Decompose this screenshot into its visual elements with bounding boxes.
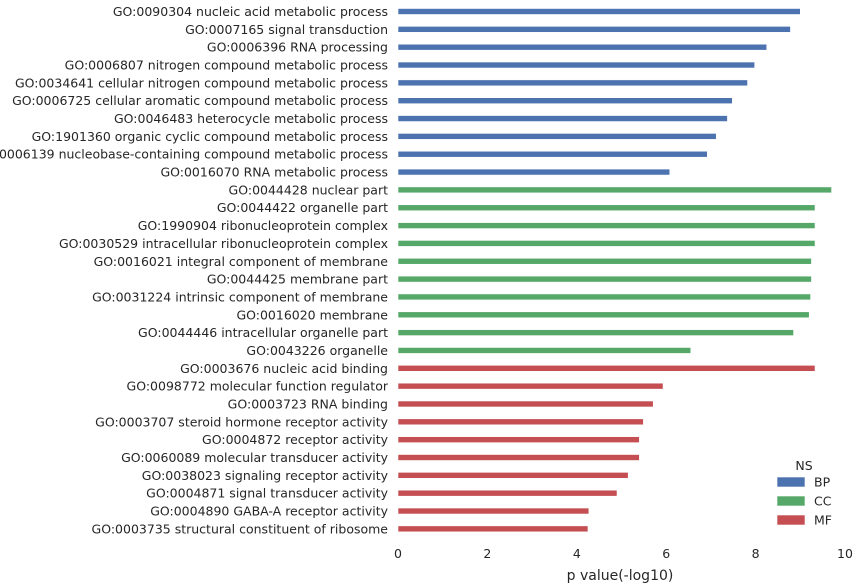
category-label: GO:0003723 RNA binding xyxy=(228,396,388,411)
bar-bp xyxy=(397,61,756,69)
bar-cc xyxy=(397,222,816,229)
x-axis-label: p value(-log10) xyxy=(567,568,674,584)
category-label: GO:0003707 steroid hormone receptor acti… xyxy=(95,414,388,429)
category-label: GO:0006807 nitrogen compound metabolic p… xyxy=(65,58,388,73)
category-label: GO:0016020 membrane xyxy=(236,307,388,322)
category-label: GO:1990904 ribonucleoprotein complex xyxy=(138,218,388,233)
bar-mf xyxy=(397,489,618,497)
x-tick-label: 8 xyxy=(752,546,760,561)
legend-title: NS xyxy=(795,458,812,473)
bar-cc xyxy=(397,204,816,212)
category-label: GO:0044425 membrane part xyxy=(207,272,388,287)
bar-cc xyxy=(397,275,812,283)
category-label: GO:0043226 organelle xyxy=(246,343,388,358)
category-label: GO:0038023 signaling receptor activity xyxy=(142,468,389,483)
x-tick-label: 0 xyxy=(394,546,402,561)
bar-mf xyxy=(397,436,640,443)
bar-bp xyxy=(397,97,733,104)
category-label: GO:0031224 intrinsic component of membra… xyxy=(92,289,388,304)
category-label: GO:0046483 heterocycle metabolic process xyxy=(114,111,388,126)
bar-mf xyxy=(397,418,644,426)
legend-swatch-cc xyxy=(776,495,806,507)
category-label: GO:0044422 organelle part xyxy=(217,200,388,215)
legend-swatch-bp xyxy=(776,476,806,488)
bar-mf xyxy=(397,400,654,408)
category-label: GO:0034641 cellular nitrogen compound me… xyxy=(15,75,388,90)
legend-swatch-mf xyxy=(776,514,806,526)
category-label: GO:0004890 GABA-A receptor activity xyxy=(150,504,388,519)
bar-bp xyxy=(397,26,791,33)
category-label: GO:0006725 cellular aromatic compound me… xyxy=(12,93,388,108)
category-label: GO:0006396 RNA processing xyxy=(207,40,388,55)
bar-bp xyxy=(397,79,748,87)
bar-bp xyxy=(397,168,671,176)
bar-bp xyxy=(397,115,728,122)
bar-cc xyxy=(397,293,811,301)
bar-bp xyxy=(397,8,801,15)
bar-cc xyxy=(397,347,692,354)
category-labels: GO:0090304 nucleic acid metabolic proces… xyxy=(0,4,389,536)
bar-mf xyxy=(397,382,664,390)
legend: NS BP CC MF xyxy=(776,458,832,528)
x-tick-label: 4 xyxy=(573,546,581,561)
bar-cc xyxy=(397,240,816,247)
legend-label-mf: MF xyxy=(814,513,832,528)
category-label: GO:0060089 molecular transducer activity xyxy=(121,450,389,465)
legend-label-cc: CC xyxy=(814,494,832,509)
bar-mf xyxy=(397,525,589,533)
bar-mf xyxy=(397,364,816,372)
category-label: GO:0098772 molecular function regulator xyxy=(127,379,389,394)
category-label: GO:1901360 organic cyclic compound metab… xyxy=(32,129,388,144)
bar-bp xyxy=(397,43,768,51)
category-label: GO:0044446 intracellular organelle part xyxy=(138,325,388,340)
bar-bp xyxy=(397,150,708,158)
x-axis-ticks: 0 2 4 6 8 10 xyxy=(394,546,853,561)
x-tick-label: 2 xyxy=(483,546,491,561)
bar-mf xyxy=(397,454,640,461)
bar-mf xyxy=(397,507,590,515)
category-label: GO:0004871 signal transducer activity xyxy=(146,486,388,501)
bar-cc xyxy=(397,329,794,336)
legend-entries: BP CC MF xyxy=(776,475,832,528)
bar-cc xyxy=(397,311,810,319)
category-label: GO:0003735 structural constituent of rib… xyxy=(92,521,389,536)
legend-label-bp: BP xyxy=(814,475,831,490)
category-label: GO:0006139 nucleobase-containing compoun… xyxy=(0,147,388,162)
category-label: GO:0004872 receptor activity xyxy=(202,432,389,447)
bar-cc xyxy=(397,186,832,194)
bar-mf xyxy=(397,472,629,479)
category-label: GO:0016070 RNA metabolic process xyxy=(160,165,388,180)
bar-cc xyxy=(397,257,812,265)
bar-bp xyxy=(397,133,717,140)
category-label: GO:0003676 nucleic acid binding xyxy=(180,361,388,376)
x-tick-label: 6 xyxy=(662,546,670,561)
category-label: GO:0030529 intracellular ribonucleoprote… xyxy=(59,236,388,251)
category-label: GO:0044428 nuclear part xyxy=(229,182,389,197)
category-label: GO:0090304 nucleic acid metabolic proces… xyxy=(113,4,388,19)
category-label: GO:0007165 signal transduction xyxy=(185,22,388,37)
category-label: GO:0016021 integral component of membran… xyxy=(94,254,389,269)
bars-layer xyxy=(397,8,832,533)
x-tick-label: 10 xyxy=(837,546,853,561)
